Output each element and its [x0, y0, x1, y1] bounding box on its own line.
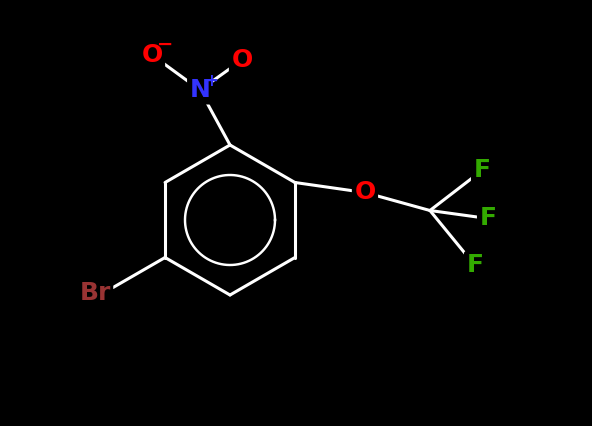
- Text: O: O: [231, 48, 253, 72]
- Text: F: F: [480, 207, 497, 230]
- Text: Br: Br: [79, 280, 111, 305]
- Text: Br: Br: [79, 280, 111, 305]
- Text: F: F: [474, 158, 490, 182]
- Text: O: O: [355, 181, 375, 204]
- Text: O: O: [141, 43, 163, 67]
- Text: N: N: [189, 78, 210, 102]
- Text: F: F: [474, 158, 490, 182]
- Text: O: O: [231, 48, 253, 72]
- Text: +: +: [204, 72, 218, 90]
- Text: F: F: [480, 207, 497, 230]
- Text: O: O: [355, 181, 375, 204]
- Text: N: N: [189, 78, 210, 102]
- Text: −: −: [157, 35, 173, 54]
- Text: O: O: [141, 43, 163, 67]
- Text: F: F: [466, 253, 484, 277]
- Text: F: F: [466, 253, 484, 277]
